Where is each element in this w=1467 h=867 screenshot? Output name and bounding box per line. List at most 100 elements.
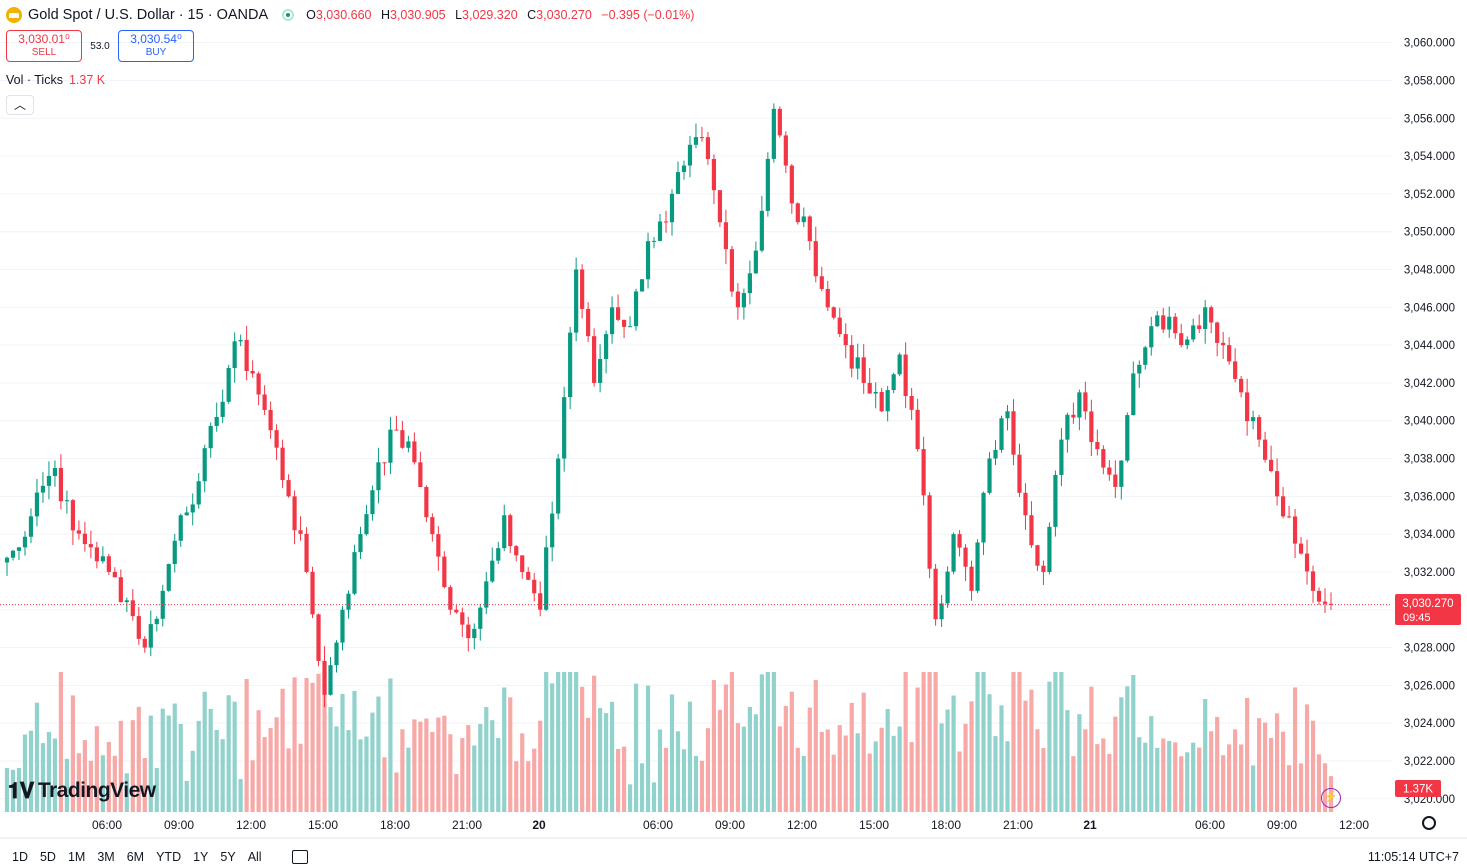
candle [418,451,423,488]
time-axis[interactable]: 06:00 09:00 12:00 15:00 18:00 21:00 20 06:00 09:… [92,818,1369,832]
volume-bar [651,782,657,812]
volume-bar [1119,697,1124,812]
candle [945,566,950,608]
price-tick-label: 3,032.000 [1404,567,1455,579]
collapse-legend-button[interactable]: ︿ [6,95,34,115]
price-tick-label: 3,050.000 [1404,227,1455,239]
symbol-header[interactable]: Gold Spot / U.S. Dollar · 15 · OANDA O3,… [6,5,700,25]
volume-bar [879,727,884,812]
lightning-icon[interactable]: ⚡ [1321,788,1341,808]
timeframe-5y[interactable]: 5Y [220,849,236,864]
candle [1137,360,1142,388]
time-tick-label: 09:00 [715,818,745,832]
candle [532,573,537,602]
candlestick-series [4,103,1334,708]
price-tick-label: 3,056.000 [1404,113,1455,125]
volume-bar [400,729,405,812]
candle [172,533,177,573]
sell-button[interactable]: 3,030.01⁰ SELL [6,30,82,62]
volume-bar [352,690,357,812]
volume-legend[interactable]: Vol · Ticks 1.37 K [6,73,105,87]
volume-bar [807,707,812,812]
volume-bar [430,731,435,812]
market-open-icon [282,9,295,21]
volume-bar [1143,742,1148,812]
candle [184,506,189,516]
price-axis[interactable]: 3,020.0003,022.0003,024.0003,026.0003,02… [1404,38,1455,806]
candle [448,584,453,615]
symbol-title[interactable]: Gold Spot / U.S. Dollar · 15 · OANDA [28,7,269,23]
timeframe-5d[interactable]: 5D [39,849,56,864]
volume-bar [1107,753,1112,812]
tradingview-logo[interactable]: 𝟏𝐕 TradingView [8,778,156,804]
volume-bar [669,694,675,812]
last-price-value: 3,030.270 [1402,598,1453,610]
timeframe-1y[interactable]: 1Y [193,849,209,864]
settings-icon[interactable] [1422,816,1436,830]
candle [526,567,531,581]
volume-bar [184,780,189,812]
candle [657,214,663,242]
candle [645,232,651,289]
candle [819,266,824,292]
volume-bar [1227,744,1232,812]
volume-bar [262,737,267,812]
timeframe-ytd[interactable]: YTD [156,849,182,864]
price-tick-label: 3,046.000 [1404,302,1455,314]
candle [166,563,171,592]
candle [352,544,357,596]
candle [705,132,711,165]
candle [723,209,729,265]
calendar-icon[interactable] [291,849,308,864]
candle [310,566,315,619]
candle [262,385,267,415]
volume-bar [735,723,740,812]
candle [160,584,165,627]
candle [94,541,99,569]
candle [1257,414,1262,447]
volume-bar [556,672,561,812]
candle [340,606,345,651]
candle [436,526,441,571]
volume-bar [274,717,279,812]
timeframe-1m[interactable]: 1M [67,849,86,864]
volume-bar [64,758,70,812]
candle [214,402,219,432]
volume-bar [1298,763,1304,812]
volume-bar [969,701,974,812]
volume-bar [304,677,309,812]
buy-button[interactable]: 3,030.54⁰ BUY [118,30,194,62]
candle [406,435,411,453]
volume-bar [1089,686,1094,812]
volume-bar [1179,756,1184,812]
candle [112,567,117,578]
volume-bar [1035,729,1040,812]
timeframe-1d[interactable]: 1D [12,849,28,864]
candle [202,444,207,493]
timeframe-6m[interactable]: 6M [126,849,145,864]
candle [238,334,243,347]
volume-bar [418,721,423,812]
volume-bar [154,767,159,812]
candle [765,152,770,217]
volume-bar [160,708,165,812]
candle [1107,460,1112,481]
candle [370,485,375,521]
volume-bar [190,750,195,812]
volume-bar [717,709,723,812]
time-tick-label: 09:00 [1267,818,1297,832]
timeframe-3m[interactable]: 3M [97,849,115,864]
timeframe-all[interactable]: All [247,849,262,864]
candle [1173,313,1178,339]
time-tick-label: 18:00 [931,818,961,832]
volume-bar [490,720,495,812]
candle [28,508,34,544]
candle [1239,375,1244,398]
volume-bar [328,707,333,812]
volume-bar [1239,744,1244,812]
clock[interactable]: 11:05:14 UTC+7 [1367,850,1459,864]
volume-bar [508,697,513,812]
candle [394,415,399,431]
candle [861,344,866,394]
